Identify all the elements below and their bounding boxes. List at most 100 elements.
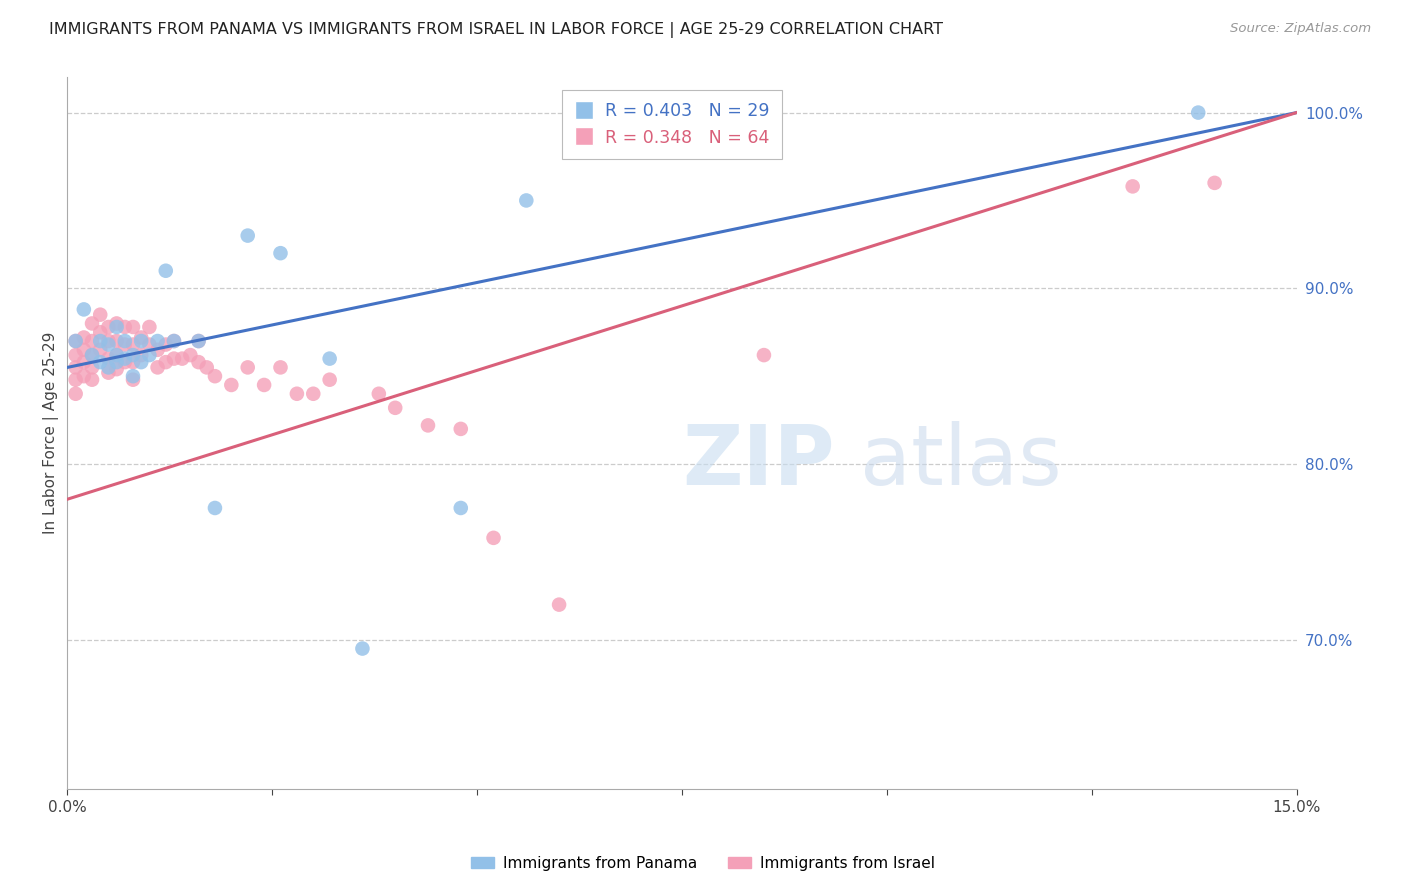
Point bbox=[204, 500, 226, 515]
Point bbox=[80, 317, 103, 331]
Point bbox=[122, 348, 145, 362]
Point bbox=[352, 641, 374, 656]
Point bbox=[1122, 179, 1144, 194]
Point bbox=[416, 418, 439, 433]
Point bbox=[122, 337, 145, 351]
Point bbox=[155, 355, 177, 369]
Point bbox=[163, 334, 186, 348]
Point bbox=[482, 531, 505, 545]
Text: ZIP: ZIP bbox=[682, 421, 835, 502]
Point bbox=[80, 348, 103, 362]
Point bbox=[122, 355, 145, 369]
Point bbox=[97, 320, 120, 334]
Point bbox=[114, 337, 136, 351]
Point bbox=[302, 386, 325, 401]
Point bbox=[138, 348, 160, 362]
Point bbox=[80, 348, 103, 362]
Point bbox=[105, 348, 128, 362]
Point bbox=[97, 337, 120, 351]
Point bbox=[114, 351, 136, 366]
Point bbox=[236, 228, 259, 243]
Point bbox=[195, 360, 218, 375]
Point bbox=[73, 302, 96, 317]
Point bbox=[65, 348, 87, 362]
Point bbox=[129, 330, 152, 344]
Point bbox=[97, 366, 120, 380]
Point bbox=[65, 334, 87, 348]
Point bbox=[97, 351, 120, 366]
Point bbox=[269, 360, 291, 375]
Point bbox=[253, 378, 276, 392]
Point bbox=[105, 320, 128, 334]
Y-axis label: In Labor Force | Age 25-29: In Labor Force | Age 25-29 bbox=[44, 332, 59, 534]
Point bbox=[146, 334, 169, 348]
Point bbox=[114, 334, 136, 348]
Point bbox=[105, 317, 128, 331]
Point bbox=[752, 348, 775, 362]
Point bbox=[89, 355, 111, 369]
Point bbox=[89, 308, 111, 322]
Point bbox=[89, 325, 111, 339]
Point bbox=[80, 373, 103, 387]
Point bbox=[1204, 176, 1226, 190]
Legend: Immigrants from Panama, Immigrants from Israel: Immigrants from Panama, Immigrants from … bbox=[465, 850, 941, 877]
Point bbox=[163, 334, 186, 348]
Point bbox=[73, 355, 96, 369]
Point bbox=[187, 334, 209, 348]
Text: Source: ZipAtlas.com: Source: ZipAtlas.com bbox=[1230, 22, 1371, 36]
Point bbox=[146, 360, 169, 375]
Point bbox=[105, 355, 128, 369]
Point bbox=[138, 337, 160, 351]
Point bbox=[515, 194, 537, 208]
Point bbox=[105, 362, 128, 376]
Point bbox=[187, 355, 209, 369]
Point bbox=[138, 320, 160, 334]
Point bbox=[179, 348, 201, 362]
Point bbox=[73, 369, 96, 384]
Point bbox=[65, 373, 87, 387]
Point bbox=[163, 351, 186, 366]
Point bbox=[155, 264, 177, 278]
Point bbox=[318, 373, 340, 387]
Point bbox=[105, 348, 128, 362]
Point bbox=[285, 386, 308, 401]
Point bbox=[384, 401, 406, 415]
Point bbox=[73, 343, 96, 357]
Point bbox=[172, 351, 194, 366]
Point bbox=[89, 334, 111, 348]
Point bbox=[450, 500, 472, 515]
Text: IMMIGRANTS FROM PANAMA VS IMMIGRANTS FROM ISRAEL IN LABOR FORCE | AGE 25-29 CORR: IMMIGRANTS FROM PANAMA VS IMMIGRANTS FRO… bbox=[49, 22, 943, 38]
Point bbox=[114, 320, 136, 334]
Point bbox=[89, 343, 111, 357]
Point bbox=[114, 355, 136, 369]
Point bbox=[65, 360, 87, 375]
Point bbox=[146, 343, 169, 357]
Point bbox=[1187, 105, 1209, 120]
Point bbox=[129, 348, 152, 362]
Point bbox=[105, 334, 128, 348]
Point bbox=[97, 334, 120, 348]
Text: atlas: atlas bbox=[860, 421, 1062, 502]
Point bbox=[236, 360, 259, 375]
Point bbox=[80, 334, 103, 348]
Point bbox=[129, 355, 152, 369]
Legend: R = 0.403   N = 29, R = 0.348   N = 64: R = 0.403 N = 29, R = 0.348 N = 64 bbox=[561, 90, 782, 159]
Point bbox=[97, 360, 120, 375]
Point bbox=[65, 334, 87, 348]
Point bbox=[73, 330, 96, 344]
Point bbox=[450, 422, 472, 436]
Point bbox=[122, 320, 145, 334]
Point bbox=[65, 386, 87, 401]
Point bbox=[221, 378, 243, 392]
Point bbox=[318, 351, 340, 366]
Point bbox=[155, 337, 177, 351]
Point bbox=[122, 373, 145, 387]
Point bbox=[80, 360, 103, 375]
Point bbox=[187, 334, 209, 348]
Point bbox=[548, 598, 571, 612]
Point bbox=[122, 369, 145, 384]
Point bbox=[204, 369, 226, 384]
Point bbox=[269, 246, 291, 260]
Point bbox=[129, 334, 152, 348]
Point bbox=[367, 386, 389, 401]
